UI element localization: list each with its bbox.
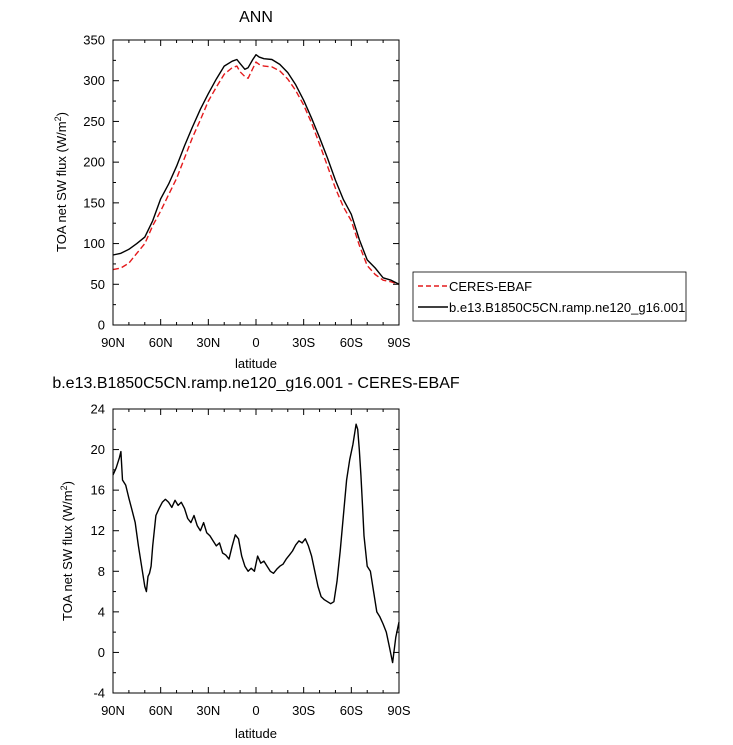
top-panel: ANN 90N 60N 30N 0 30S 60S 90S 0 50 100 150 200 250 30… [53, 9, 411, 371]
bottom-y-axis-label: TOA net SW flux (W/m2) [59, 481, 75, 621]
bottom-y-tick-label: 8 [98, 564, 105, 579]
top-series-line-0 [112, 61, 400, 285]
top-y-tick-label: 200 [83, 155, 105, 170]
bottom-plot-frame [112, 408, 400, 694]
top-y-tick-label: 100 [83, 236, 105, 251]
top-x-tick-label: 60S [340, 335, 363, 350]
bottom-chart-title: b.e13.B1850C5CN.ramp.ne120_g16.001 - CER… [52, 375, 460, 392]
bottom-y-tick-label: 4 [98, 604, 105, 619]
legend-box [412, 271, 687, 322]
bottom-x-tick-label: 60S [340, 703, 363, 718]
top-chart-title: ANN [239, 9, 273, 26]
bottom-x-tick-label: 30S [292, 703, 315, 718]
top-y-tick-label: 350 [83, 33, 105, 48]
bottom-y-tick-label: 0 [98, 645, 105, 660]
top-y-tick-label: 300 [83, 73, 105, 88]
top-series-line-1 [112, 54, 400, 285]
top-x-tick-label: 90N [101, 335, 125, 350]
top-y-axis-label: TOA net SW flux (W/m2) [53, 112, 69, 252]
bottom-x-axis-label: latitude [235, 726, 277, 741]
top-y-tick-label: 50 [91, 277, 105, 292]
top-x-tick-label: 30N [196, 335, 220, 350]
top-x-axis-label: latitude [235, 356, 277, 371]
bottom-x-tick-label: 90N [101, 703, 125, 718]
bottom-y-tick-label: 16 [91, 483, 105, 498]
bottom-y-tick-label: -4 [93, 686, 105, 701]
top-x-tick-label: 90S [387, 335, 410, 350]
bottom-panel: b.e13.B1850C5CN.ramp.ne120_g16.001 - CER… [52, 375, 460, 741]
top-y-tick-label: 150 [83, 195, 105, 210]
top-y-tick-label: 0 [98, 318, 105, 333]
legend-label-model: b.e13.B1850C5CN.ramp.ne120_g16.001 [449, 300, 685, 315]
bottom-y-tick-label: 12 [91, 523, 105, 538]
legend-label-ceres: CERES-EBAF [449, 279, 532, 294]
top-x-tick-label: 30S [292, 335, 315, 350]
top-y-tick-label: 250 [83, 114, 105, 129]
bottom-x-tick-label: 60N [149, 703, 173, 718]
bottom-y-tick-label: 20 [91, 442, 105, 457]
top-plot-frame [112, 39, 400, 326]
top-x-tick-label: 0 [252, 335, 259, 350]
bottom-y-tick-label: 24 [91, 402, 105, 417]
top-x-tick-label: 60N [149, 335, 173, 350]
bottom-x-tick-label: 0 [252, 703, 259, 718]
legend: CERES-EBAF b.e13.B1850C5CN.ramp.ne120_g1… [412, 271, 687, 322]
bottom-series-line-0 [112, 423, 400, 664]
bottom-x-tick-label: 30N [196, 703, 220, 718]
bottom-x-tick-label: 90S [387, 703, 410, 718]
